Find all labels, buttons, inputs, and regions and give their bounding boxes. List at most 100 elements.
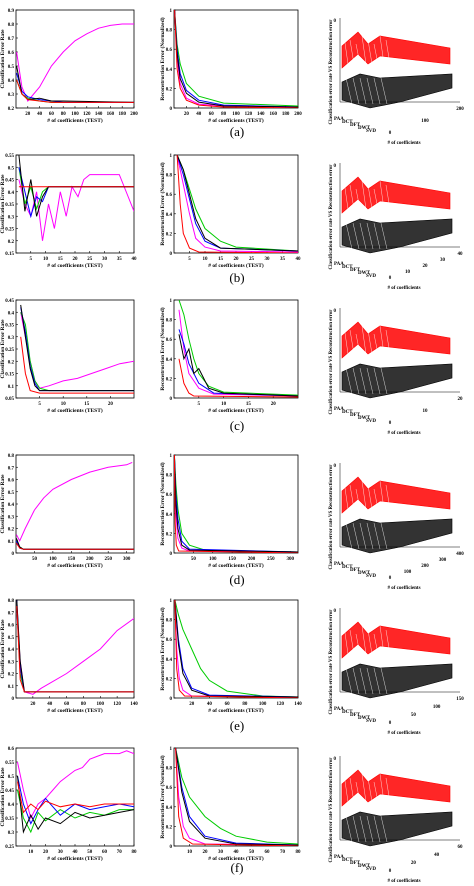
series-line-dwt — [178, 334, 298, 397]
y-axis-label: Reconstruction Error (Normalized) — [159, 17, 166, 100]
x-tick-label: 100 — [209, 557, 217, 562]
y-tick-label: 0.8 — [166, 29, 173, 34]
y-tick-label: 0.6 — [166, 193, 173, 198]
series-line-dwt — [174, 10, 298, 108]
surface-mesh-line — [380, 367, 388, 395]
z-tick-label: 0 — [334, 757, 337, 762]
y-tick-label: 0 — [170, 397, 173, 402]
y-tick-label: 0 — [170, 845, 173, 850]
surface-mesh-line — [343, 35, 349, 65]
panel-caption: (b) — [229, 270, 245, 285]
x-tick-label: 100 — [433, 705, 441, 710]
y-tick-label: 0.8 — [8, 23, 15, 28]
x-tick-label: 20 — [234, 257, 240, 262]
x-tick-label: 5 — [30, 257, 33, 262]
x-tick-label: 40 — [132, 257, 138, 262]
series-line-dct — [174, 10, 298, 107]
x-tick-label: 40 — [73, 850, 79, 855]
y-tick-label: 0.25 — [5, 845, 14, 850]
series-line-dct — [16, 540, 134, 550]
x-tick-label: 70 — [117, 850, 123, 855]
y-tick-label: 0.8 — [166, 767, 173, 772]
y-tick-label: 0.3 — [8, 215, 15, 220]
surface-mesh-line — [366, 77, 374, 105]
series-line-dwt — [16, 538, 134, 550]
z-axis-label: Classification error rate VS Reconstruct… — [329, 464, 334, 570]
x-tick-label: 20 — [189, 702, 195, 707]
x-tick-label: 60 — [225, 702, 231, 707]
x-tick-label: 80 — [296, 850, 302, 855]
surface-mesh-line — [359, 367, 367, 395]
y-tick-label: 0.6 — [8, 479, 15, 484]
surface-mesh-line — [373, 667, 381, 695]
x-axis-label: # of coefficients (TEST) — [208, 855, 264, 862]
method-label-svd: SVD — [366, 574, 376, 579]
classification-surface — [341, 176, 451, 214]
series-line-svd — [16, 79, 134, 103]
y-tick-label: 0.4 — [166, 658, 173, 663]
series-line-dft — [174, 455, 298, 553]
y-tick-label: 0 — [170, 107, 173, 112]
x-tick-label: 150 — [456, 697, 464, 702]
surface-mesh-line — [366, 522, 374, 550]
z-tick-label: 0 — [334, 19, 337, 24]
reconstruction-surface — [341, 811, 453, 847]
classification-chart-e: 20 40 60 80 100 120 140 0 0.1 0.2 0.3 0.4 0.5 0.6 0.7 0… — [0, 599, 138, 714]
x-tick-label: 300 — [287, 557, 295, 562]
surface-mesh-line — [373, 488, 379, 510]
x-tick-label: 10 — [28, 850, 34, 855]
plot-frame — [173, 154, 299, 254]
x-tick-label: 30 — [440, 258, 446, 263]
method-label-dft: DFT — [350, 713, 361, 718]
series-line-svd — [176, 155, 298, 253]
method-label-paa: PAA — [334, 855, 344, 860]
y-tick-label: 0.2 — [8, 528, 15, 533]
plot-frame — [173, 299, 299, 399]
x-tick-label: 40 — [234, 850, 240, 855]
x-tick-label: 150 — [68, 557, 76, 562]
panel-caption: (e) — [229, 718, 245, 733]
y-tick-label: 0.2 — [166, 532, 173, 537]
x-tick-label: 50 — [249, 850, 255, 855]
y-tick-label: 0.2 — [8, 107, 15, 112]
x-tick-label: 200 — [86, 557, 94, 562]
series-line-svd — [174, 455, 298, 553]
z-axis-label: Classification error rate VS Reconstruct… — [329, 609, 334, 715]
surface-mesh-line — [373, 633, 379, 655]
reconstruction-chart-d: 50 100 150 200 250 300 0 0.2 0.4 0.6 0.8 1 # of coef… — [159, 454, 299, 569]
y-tick-label: 0.2 — [166, 87, 173, 92]
surface-mesh-line — [379, 180, 385, 210]
x-tick-label: 250 — [104, 557, 112, 562]
axis-box — [339, 163, 460, 248]
series-line-paa — [176, 155, 298, 253]
panel-caption: (f) — [230, 860, 244, 875]
y-tick-label: 0.7 — [8, 37, 15, 42]
surface-mesh-line — [343, 325, 349, 355]
x-tick-label: 20 — [43, 850, 49, 855]
surface-mesh-line — [385, 184, 391, 210]
classification-surface — [341, 621, 451, 659]
y-tick-label: 0.45 — [5, 179, 14, 184]
surface-mesh-line — [373, 367, 381, 395]
y-tick-label: 0.2 — [166, 232, 173, 237]
surface-mesh-line — [343, 480, 349, 510]
y-tick-label: 0.3 — [8, 515, 15, 520]
x-axis-label: # of coefficients (TEST) — [208, 707, 264, 714]
x-tick-label: 50 — [87, 850, 93, 855]
surface-mesh-line — [345, 222, 353, 250]
surface-mesh-line — [349, 39, 355, 65]
x-tick-label: 60 — [458, 845, 464, 850]
x-axis-label: # of coefficients (TEST) — [208, 562, 264, 569]
method-label-dct: DCT — [342, 265, 353, 270]
y-tick-label: 0.6 — [8, 624, 15, 629]
x-tick-label: 100 — [71, 112, 79, 117]
method-label-dft: DFT — [350, 568, 361, 573]
series-line-paa — [18, 174, 134, 241]
y-axis-label: Classification Error Rate — [0, 619, 6, 679]
series-line-paa — [174, 10, 298, 108]
y-tick-label: 0.8 — [8, 454, 15, 459]
y-tick-label: 0.1 — [8, 385, 15, 390]
y-tick-label: 0.35 — [5, 817, 14, 822]
surface-mesh-line — [366, 222, 374, 250]
classification-chart-d: 50 100 150 200 250 300 0 0.1 0.2 0.3 0.4 0.5 0.6 0.7 0… — [0, 454, 135, 569]
